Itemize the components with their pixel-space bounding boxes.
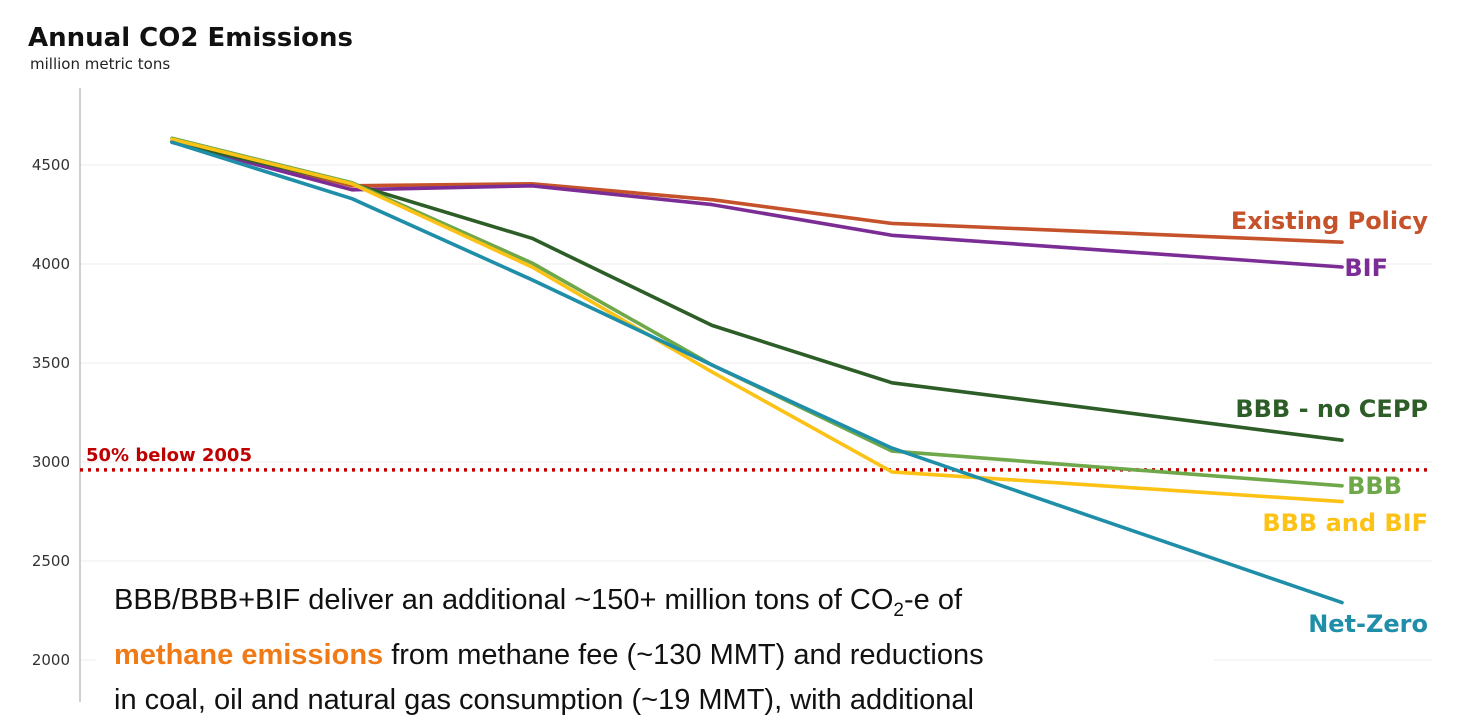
annotation-line-1: BBB/BBB+BIF deliver an additional ~150+ … bbox=[114, 578, 1214, 633]
annotation-line-2: methane emissions from methane fee (~130… bbox=[114, 633, 1214, 678]
annotation-highlight: methane emissions bbox=[114, 638, 384, 671]
series-lines bbox=[170, 136, 1344, 605]
series-label-bif: BIF bbox=[1344, 254, 1388, 282]
y-tick-label-2000: 2000 bbox=[32, 651, 70, 669]
y-tick-label-4500: 4500 bbox=[32, 156, 70, 174]
reference-line-group: 50% below 2005 bbox=[80, 445, 1432, 472]
series-label-bbb: BBB bbox=[1347, 472, 1402, 500]
series-line-bbb-and-bif bbox=[170, 137, 1344, 504]
y-tick-label-2500: 2500 bbox=[32, 552, 70, 570]
chart-subtitle: million metric tons bbox=[30, 55, 170, 73]
annotation-line-3: in coal, oil and natural gas consumption… bbox=[114, 683, 974, 716]
y-axis-ticks: 2000 2500 3000 3500 4000 4500 bbox=[32, 156, 70, 669]
series-label-existing-policy: Existing Policy bbox=[1231, 207, 1428, 235]
series-labels: Existing Policy BIF BBB - no CEPP BBB BBB an… bbox=[1231, 207, 1428, 638]
y-tick-label-3500: 3500 bbox=[32, 354, 70, 372]
annotation-subscript: 2 bbox=[893, 599, 904, 621]
series-line-bif bbox=[170, 140, 1344, 269]
series-label-bbb-no-cepp: BBB - no CEPP bbox=[1235, 395, 1428, 423]
series-label-net-zero: Net-Zero bbox=[1308, 610, 1428, 638]
series-line-net-zero bbox=[170, 140, 1344, 605]
annotation-line-1-text: BBB/BBB+BIF deliver an additional ~150+ … bbox=[114, 584, 894, 616]
chart-title: Annual CO2 Emissions bbox=[28, 23, 353, 53]
annotation-text: BBB/BBB+BIF deliver an additional ~150+ … bbox=[96, 578, 1214, 723]
series-line-existing-policy bbox=[170, 139, 1344, 244]
y-tick-label-4000: 4000 bbox=[32, 255, 70, 273]
annotation-line-2-text: from methane fee (~130 MMT) and reductio… bbox=[383, 638, 984, 671]
reference-line-label: 50% below 2005 bbox=[86, 445, 252, 466]
series-label-bbb-and-bif: BBB and BIF bbox=[1262, 509, 1428, 537]
y-tick-label-3000: 3000 bbox=[32, 453, 70, 471]
annotation-line-1-end: -e of bbox=[903, 584, 963, 616]
